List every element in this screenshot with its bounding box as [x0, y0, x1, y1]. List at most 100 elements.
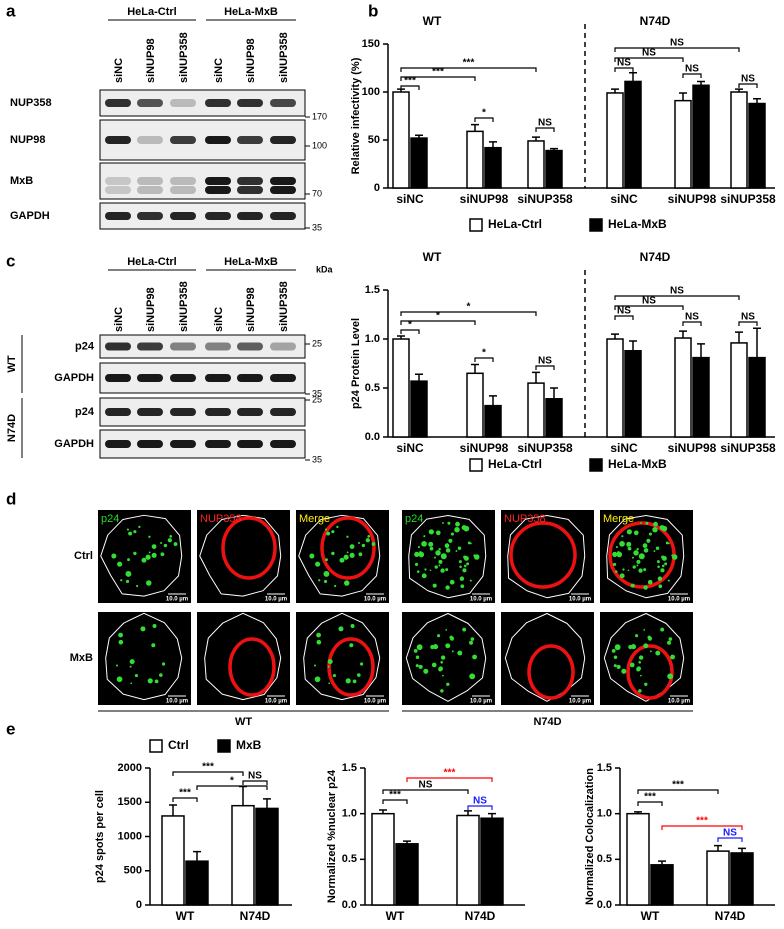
- significance-label: NS: [538, 356, 552, 367]
- significance-label: NS: [419, 780, 433, 791]
- p24-spot: [648, 532, 652, 536]
- p24-spot: [653, 521, 658, 527]
- blot-band: [105, 177, 131, 185]
- significance-bracket: [614, 57, 684, 62]
- scale-label: 10.0 µm: [364, 699, 386, 705]
- x-tick-label: N74D: [465, 909, 496, 923]
- p24-spot: [459, 576, 465, 581]
- p24-spot: [660, 568, 665, 573]
- error-bar: [489, 141, 497, 148]
- image-background: [98, 612, 191, 705]
- bar: [730, 852, 754, 906]
- p24-spot: [331, 551, 335, 556]
- bar: [255, 807, 279, 906]
- significance-label: NS: [685, 64, 699, 75]
- blot-band: [270, 440, 296, 448]
- p24-spot: [645, 521, 649, 525]
- bar: [185, 860, 209, 906]
- significance-bracket: [661, 825, 743, 830]
- p24-spot: [449, 579, 455, 585]
- p24-spot: [667, 640, 672, 645]
- p24-spot: [151, 544, 157, 550]
- y-tick-label: 0.5: [597, 853, 612, 865]
- group-label: HeLa-MxB: [224, 256, 278, 268]
- unit-label: kDa: [316, 264, 334, 274]
- y-tick-label: 0.5: [342, 853, 357, 865]
- row-label: p24: [75, 340, 95, 352]
- lane-label: siNUP98: [145, 287, 157, 332]
- p24-spot: [357, 673, 361, 677]
- p24-spot: [130, 682, 133, 685]
- group-title: WT: [423, 250, 442, 264]
- error-bar: [634, 811, 642, 814]
- x-tick-label: N74D: [240, 909, 271, 923]
- blot-band: [137, 99, 163, 107]
- p24-spot: [614, 570, 618, 573]
- p24-spot: [438, 564, 441, 567]
- y-tick-label: 1.5: [342, 762, 357, 774]
- group-title: WT: [423, 14, 442, 28]
- section-label: N74D: [6, 414, 18, 442]
- x-tick-label: siNUP358: [720, 441, 776, 455]
- p24-spot: [141, 557, 147, 563]
- p24-spot: [151, 643, 156, 648]
- bar: [527, 382, 545, 438]
- p24-spot: [332, 674, 336, 678]
- p24-spot: [343, 554, 349, 560]
- bar: [231, 804, 255, 906]
- error-bar: [488, 812, 496, 819]
- p24-spot: [345, 678, 351, 684]
- p24-spot: [127, 558, 130, 562]
- significance-bracket: [382, 789, 469, 794]
- legend-label: HeLa-MxB: [608, 457, 667, 471]
- error-bar: [714, 844, 722, 852]
- p24-spot: [462, 568, 467, 573]
- blot-band: [105, 99, 131, 107]
- p24-spot: [455, 550, 458, 552]
- marker-label: 25: [312, 338, 322, 348]
- cell-outline: [105, 612, 183, 701]
- p24-spot: [318, 579, 321, 582]
- cell-outline: [303, 612, 381, 701]
- p24-spot: [416, 570, 420, 573]
- significance-bracket: [382, 799, 408, 804]
- significance-bracket: [682, 73, 702, 78]
- significance-bracket: [467, 805, 493, 810]
- blot-band: [270, 212, 296, 220]
- p24-spot: [445, 629, 448, 631]
- lane-label: siNUP98: [245, 38, 257, 83]
- row-label: GAPDH: [54, 438, 94, 450]
- p24-spot: [440, 568, 445, 573]
- blot-band: [237, 136, 263, 144]
- channel-label: Merge: [299, 513, 330, 525]
- x-tick-label: siNUP358: [517, 441, 573, 455]
- p24-spot: [622, 568, 625, 571]
- row-label: Ctrl: [74, 550, 93, 562]
- significance-label: ***: [444, 768, 456, 779]
- scale-label: 10.0 µm: [668, 597, 690, 603]
- significance-label: ***: [696, 816, 708, 827]
- marker-label: 170: [312, 111, 327, 121]
- blot-band: [170, 342, 196, 351]
- blot-band: [237, 99, 263, 107]
- p24-spot: [125, 570, 132, 577]
- p24-spot: [445, 548, 451, 553]
- y-tick-label: 1.0: [597, 808, 612, 820]
- nuclear-envelope: [626, 644, 674, 700]
- blot-band: [170, 408, 196, 416]
- significance-label: *: [436, 311, 440, 322]
- p24-spot: [350, 623, 355, 628]
- panel-label: a: [6, 1, 16, 20]
- group-label: HeLa-MxB: [224, 6, 278, 18]
- p24-spot: [316, 639, 322, 645]
- row-label: GAPDH: [10, 210, 50, 222]
- p24-spot: [429, 569, 432, 572]
- p24-spot: [133, 530, 137, 534]
- bar: [624, 350, 642, 438]
- p24-spot: [163, 543, 168, 548]
- p24-spot: [129, 659, 135, 665]
- blot-band: [237, 374, 263, 382]
- p24-spot: [129, 665, 132, 668]
- lane-label: siNC: [113, 307, 125, 332]
